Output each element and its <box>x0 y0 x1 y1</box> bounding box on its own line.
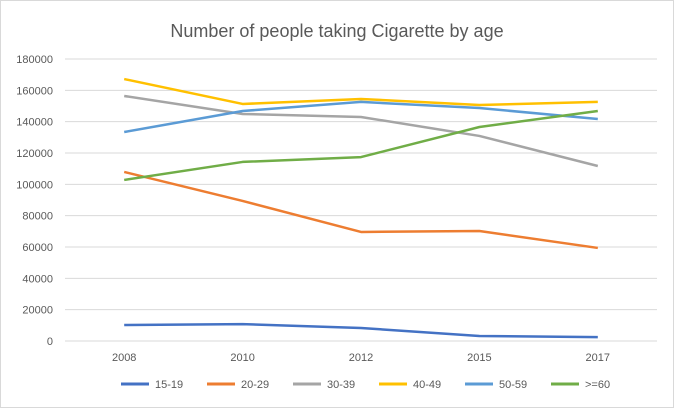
legend-label: 20-29 <box>241 379 269 391</box>
y-tick-label: 20000 <box>22 305 53 317</box>
series-line-20-29 <box>123 170 598 250</box>
x-tick-label: 2008 <box>112 352 136 364</box>
chart-title: Number of people taking Cigarette by age <box>170 21 503 41</box>
legend-label: >=60 <box>585 379 610 391</box>
x-tick-label: 2010 <box>230 352 254 364</box>
y-tick-label: 0 <box>47 336 53 348</box>
y-tick-label: 120000 <box>16 148 53 160</box>
x-tick-label: 2012 <box>349 352 373 364</box>
y-tick-label: 60000 <box>22 242 53 254</box>
legend-label: 40-49 <box>413 379 441 391</box>
y-tick-label: 40000 <box>22 273 53 285</box>
series-line->=60 <box>124 109 598 182</box>
x-tick-label: 2015 <box>467 352 491 364</box>
series-line-30-39 <box>124 94 599 168</box>
y-tick-label: 160000 <box>16 85 53 97</box>
series-line-40-49 <box>123 77 598 107</box>
legend-label: 50-59 <box>499 379 527 391</box>
y-tick-label: 100000 <box>16 179 53 191</box>
legend-label: 15-19 <box>155 379 183 391</box>
series-line-50-59 <box>123 100 598 134</box>
y-tick-label: 180000 <box>16 54 53 66</box>
legend-label: 30-39 <box>327 379 355 391</box>
y-tick-label: 80000 <box>22 211 53 223</box>
x-tick-label: 2017 <box>586 352 610 364</box>
series-line-15-19 <box>124 322 598 339</box>
y-tick-label: 140000 <box>16 117 53 129</box>
